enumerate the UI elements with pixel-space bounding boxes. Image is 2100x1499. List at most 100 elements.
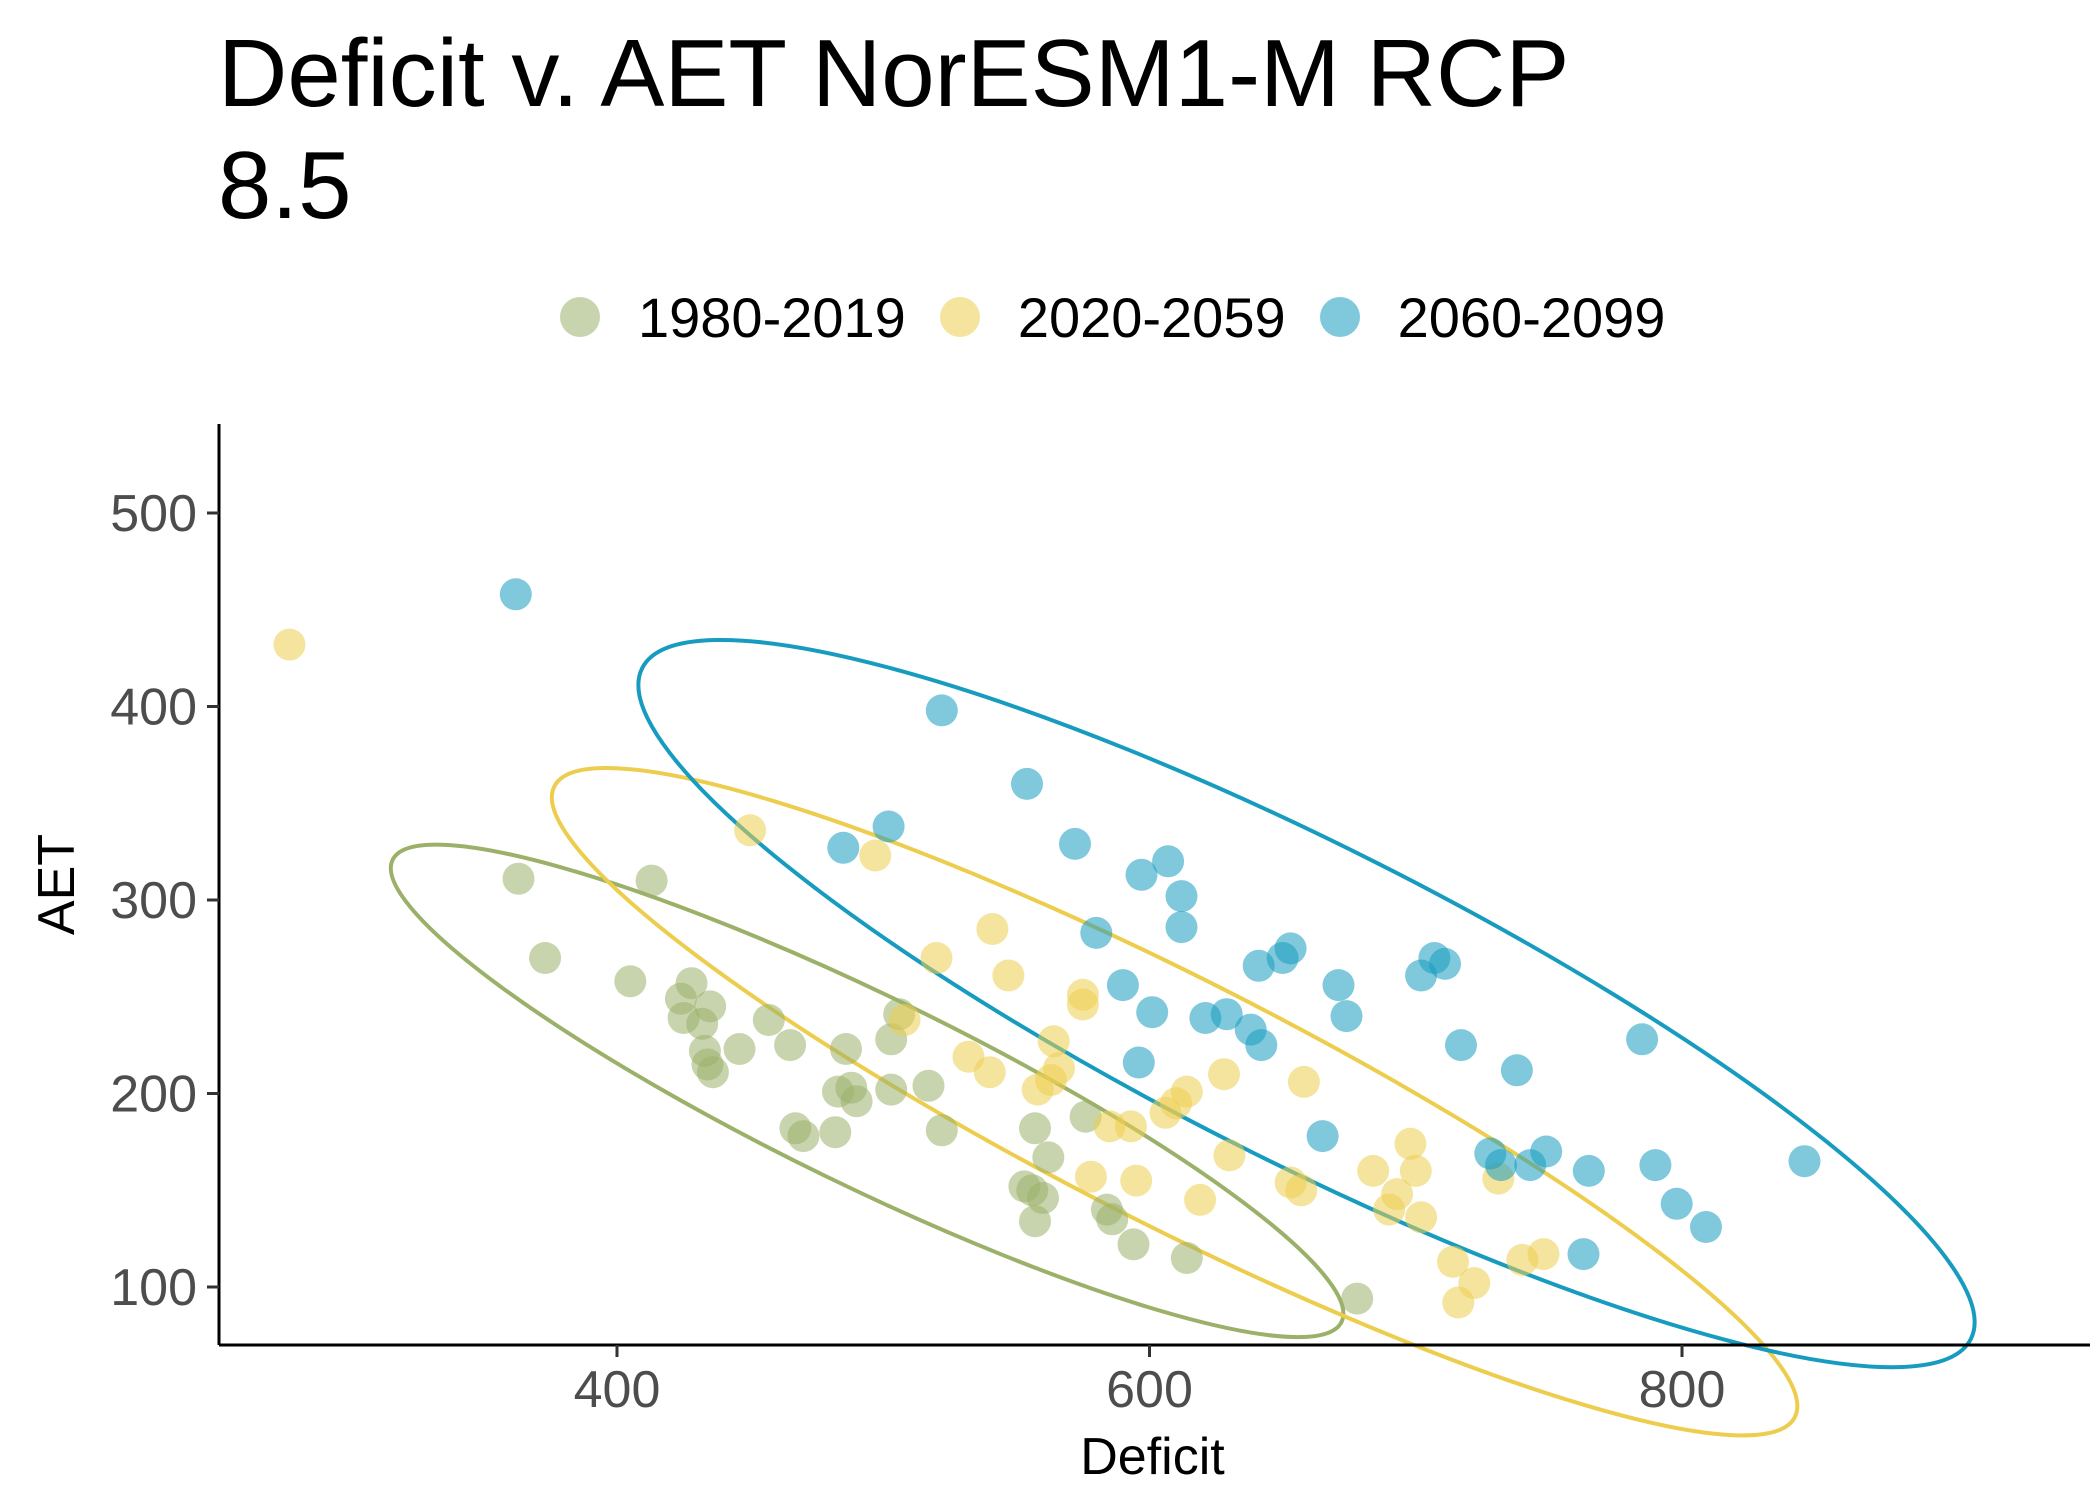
point-1980-2019	[752, 1004, 785, 1036]
point-2020-2059	[1074, 1160, 1107, 1193]
point-2020-2059	[1287, 1065, 1320, 1098]
y-axis-title: AET	[28, 834, 86, 935]
y-tick-label: 400	[110, 679, 197, 737]
point-1980-2019	[830, 1033, 862, 1065]
point-2060-2099	[1429, 947, 1461, 980]
point-1980-2019	[875, 1073, 908, 1106]
point-2020-2059	[1381, 1178, 1414, 1211]
point-2060-2099	[1080, 916, 1113, 949]
point-1980-2019	[529, 942, 562, 974]
x-tick-label: 600	[1106, 1361, 1193, 1419]
point-2060-2099	[1322, 969, 1355, 1002]
point-2020-2059	[1405, 1201, 1438, 1234]
point-2020-2059	[1527, 1238, 1560, 1271]
point-2020-2059	[1114, 1110, 1147, 1143]
legend-item-2060-2099: 2060-2099	[1319, 285, 1666, 350]
x-axis-title: Deficit	[1080, 1428, 1225, 1486]
point-2060-2099	[1125, 858, 1158, 891]
point-1980-2019	[1032, 1141, 1065, 1174]
point-1980-2019	[635, 864, 668, 897]
y-tick-label: 100	[110, 1259, 197, 1317]
legend-item-2020-2059: 2020-2059	[939, 285, 1286, 350]
point-2060-2099	[1152, 845, 1185, 878]
point-2060-2099	[1274, 932, 1307, 965]
chart-title-line-2: 8.5	[218, 132, 352, 239]
point-1980-2019	[1019, 1205, 1051, 1238]
point-2020-2059	[1043, 1052, 1075, 1085]
x-tick-label: 400	[574, 1361, 661, 1419]
point-2060-2099	[1136, 996, 1169, 1029]
legend-swatch-2020-2059	[939, 297, 980, 337]
point-1980-2019	[1019, 1112, 1051, 1145]
point-2020-2059	[1285, 1174, 1318, 1207]
point-1980-2019	[1170, 1242, 1203, 1274]
point-2060-2099	[1660, 1187, 1693, 1220]
point-1980-2019	[614, 965, 647, 998]
point-2060-2099	[1626, 1023, 1659, 1056]
point-2060-2099	[1165, 880, 1198, 913]
legend-item-1980-2019: 1980-2019	[560, 285, 906, 350]
point-2020-2059	[1037, 1025, 1070, 1058]
point-2020-2059	[888, 1004, 921, 1036]
point-2060-2099	[1788, 1145, 1821, 1178]
point-1980-2019	[787, 1120, 820, 1153]
legend-swatch-2060-2099	[1319, 297, 1360, 337]
point-2060-2099	[1330, 1000, 1363, 1033]
point-1980-2019	[774, 1029, 807, 1062]
point-2060-2099	[1485, 1149, 1517, 1182]
point-2060-2099	[1106, 969, 1139, 1002]
point-2020-2059	[1170, 1075, 1203, 1108]
data-points	[273, 578, 1821, 1319]
point-2020-2059	[920, 942, 953, 974]
point-2060-2099	[1500, 1054, 1533, 1087]
legend-swatch-1980-2019	[560, 297, 600, 337]
point-1980-2019	[840, 1085, 873, 1118]
point-1980-2019	[1069, 1100, 1102, 1133]
point-1980-2019	[925, 1114, 958, 1147]
point-2060-2099	[1639, 1149, 1672, 1182]
point-2020-2059	[859, 839, 892, 872]
point-2060-2099	[925, 694, 958, 727]
point-2020-2059	[1437, 1245, 1469, 1278]
point-2020-2059	[1120, 1164, 1153, 1197]
point-1980-2019	[1096, 1203, 1129, 1236]
y-tick-label: 500	[110, 485, 197, 543]
legend-label-2020-2059: 2020-2059	[1017, 285, 1286, 349]
point-1980-2019	[696, 1056, 729, 1089]
point-2020-2059	[1184, 1183, 1217, 1216]
point-2060-2099	[1122, 1046, 1155, 1079]
point-2060-2099	[1011, 767, 1043, 800]
point-2020-2059	[1066, 988, 1099, 1021]
point-2020-2059	[1357, 1154, 1390, 1187]
point-2060-2099	[1306, 1120, 1339, 1153]
point-1980-2019	[675, 967, 708, 1000]
point-2020-2059	[973, 1056, 1006, 1089]
axes: 400 600 800 100 200 300 400 500 Deficit AET	[28, 424, 2090, 1486]
point-2020-2059	[1394, 1127, 1427, 1160]
point-1980-2019	[912, 1069, 945, 1102]
chart-title: Deficit v. AET NorESM1-M RCP 8.5	[218, 18, 1918, 242]
x-tick-label: 800	[1639, 1361, 1726, 1419]
point-2020-2059	[1213, 1139, 1246, 1172]
point-2060-2099	[1690, 1211, 1722, 1243]
point-2060-2099	[1530, 1135, 1563, 1168]
point-2060-2099	[1567, 1238, 1600, 1271]
point-1980-2019	[1117, 1228, 1150, 1261]
point-2060-2099	[827, 831, 860, 864]
legend-label-2060-2099: 2060-2099	[1397, 285, 1666, 349]
point-2020-2059	[1399, 1154, 1432, 1187]
legend: 1980-2019 2020-2059 2060-2099	[560, 282, 1699, 352]
point-2020-2059	[1458, 1267, 1491, 1300]
point-2020-2059	[273, 628, 306, 661]
y-tick-label: 200	[110, 1066, 197, 1124]
y-tick-label: 300	[110, 872, 197, 930]
chart-title-line-1: Deficit v. AET NorESM1-M RCP	[218, 20, 1570, 127]
point-2060-2099	[1445, 1029, 1477, 1062]
point-2060-2099	[872, 810, 905, 843]
point-2060-2099	[1059, 827, 1091, 860]
point-2060-2099	[1165, 911, 1198, 944]
legend-label-1980-2019: 1980-2019	[638, 285, 906, 349]
point-1980-2019	[502, 862, 535, 895]
point-1980-2019	[723, 1033, 756, 1065]
point-1980-2019	[819, 1116, 852, 1149]
